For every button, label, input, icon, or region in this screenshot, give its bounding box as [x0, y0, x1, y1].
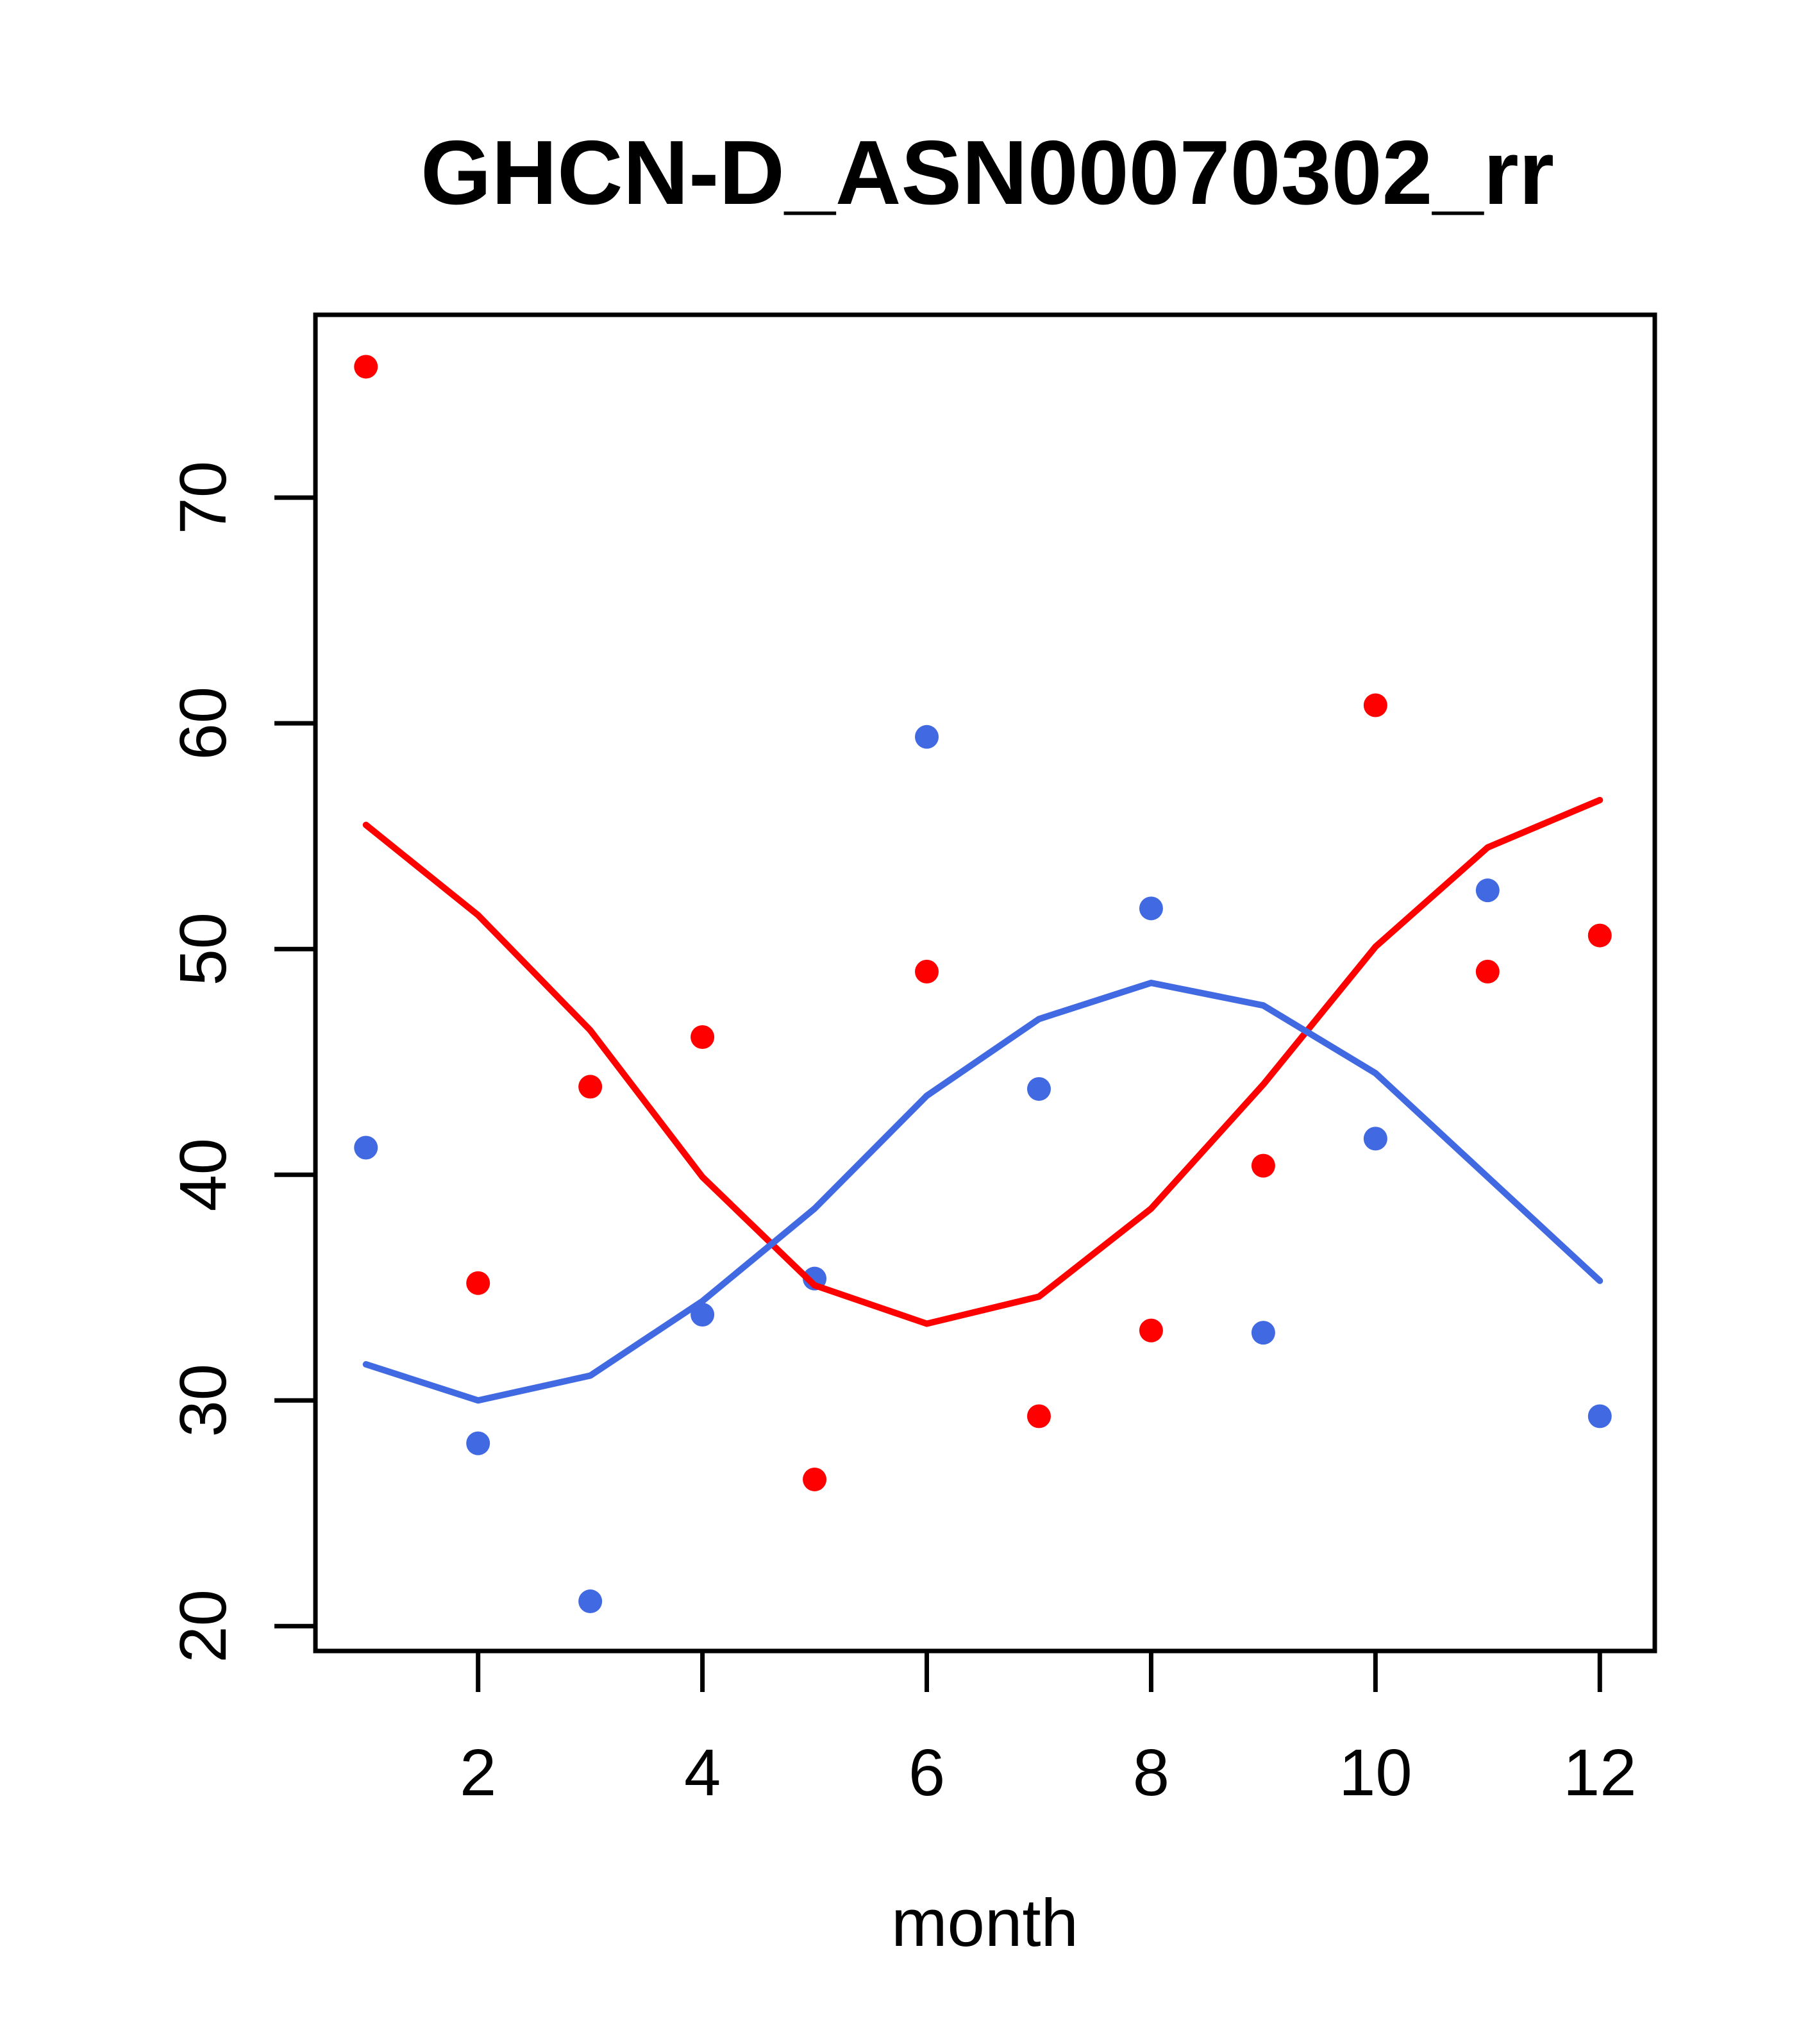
blue-point [354, 1135, 378, 1160]
red-point [803, 1467, 827, 1491]
red-point [466, 1271, 490, 1295]
x-tick-label: 6 [908, 1736, 945, 1809]
x-tick-label: 10 [1339, 1736, 1412, 1809]
red-point [1139, 1318, 1163, 1343]
y-axis: 20 30 40 50 60 70 [166, 461, 315, 1663]
red-point [1475, 959, 1500, 984]
y-tick-label: 60 [166, 687, 240, 760]
blue-point [1251, 1321, 1275, 1345]
red-smooth-line [362, 796, 1603, 1327]
blue-point [1026, 1076, 1051, 1101]
red-point [1363, 693, 1387, 717]
red-point [915, 959, 939, 984]
blue-point [1139, 896, 1163, 921]
x-tick-label: 12 [1563, 1736, 1637, 1809]
blue-point [915, 725, 939, 749]
blue-point [1363, 1127, 1387, 1151]
red-point [1026, 1404, 1051, 1428]
red-point [691, 1025, 715, 1049]
red-point [1251, 1153, 1275, 1178]
y-tick-label: 70 [166, 461, 240, 535]
blue-smooth-line [362, 980, 1603, 1404]
x-tick-label: 8 [1133, 1736, 1169, 1809]
x-axis-title: month [891, 1886, 1078, 1961]
blue-point [1475, 878, 1500, 903]
red-point [354, 355, 378, 379]
y-tick-label: 20 [166, 1589, 240, 1663]
plot-box [313, 312, 1657, 1654]
blue-point [578, 1589, 603, 1614]
y-tick-label: 40 [166, 1138, 240, 1212]
y-tick-label: 50 [166, 912, 240, 986]
blue-point [1587, 1404, 1612, 1428]
x-tick-label: 4 [684, 1736, 721, 1809]
red-point [578, 1075, 603, 1099]
series-layer [354, 355, 1612, 1614]
x-tick-label: 2 [460, 1736, 496, 1809]
y-tick-label: 30 [166, 1364, 240, 1437]
chart-title: GHCN-D_ASN00070302_rr [421, 122, 1554, 224]
blue-point [466, 1431, 490, 1455]
red-point [1587, 923, 1612, 948]
x-axis: 2 4 6 8 10 12 [460, 1651, 1637, 1809]
